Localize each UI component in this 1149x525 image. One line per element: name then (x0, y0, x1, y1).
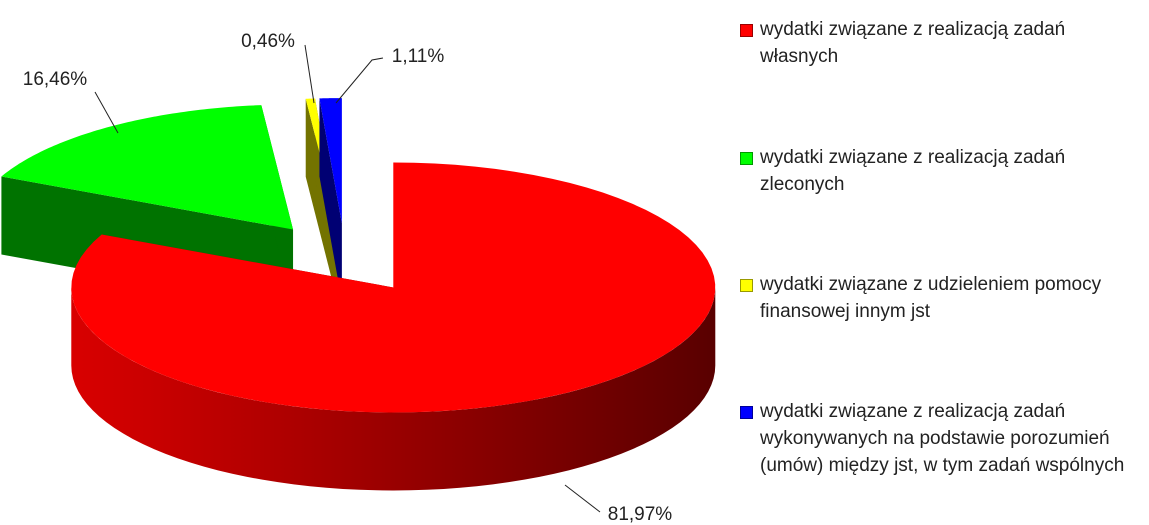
data-label: 16,46% (23, 69, 88, 90)
legend-item: wydatki związane z realizacją zadań włas… (740, 16, 1125, 70)
slice-top (71, 162, 716, 413)
slice-top (1, 105, 294, 230)
data-label: 81,97% (608, 504, 673, 525)
slice-wall (71, 287, 716, 491)
legend-item: wydatki związane z realizacją zadań zlec… (740, 144, 1125, 198)
legend-item: wydatki związane z udzieleniem pomocy fi… (740, 271, 1125, 325)
legend-item: wydatki związane z realizacją zadań wyko… (740, 398, 1125, 479)
slice-top (319, 98, 342, 224)
legend-label: wydatki związane z realizacją zadań wyko… (760, 401, 1125, 476)
leader-line (335, 57, 384, 104)
legend-swatch (740, 406, 753, 419)
legend-label: wydatki związane z udzieleniem pomocy fi… (760, 274, 1102, 322)
data-label: 1,11% (392, 46, 445, 67)
legend-swatch (740, 24, 753, 37)
legend-label: wydatki związane z realizacją zadań włas… (760, 19, 1066, 67)
leader-line (94, 91, 119, 134)
legend-label: wydatki związane z realizacją zadań zlec… (760, 147, 1066, 195)
legend-swatch (740, 152, 753, 165)
leader-line (304, 44, 315, 104)
legend-swatch (740, 279, 753, 292)
slice (319, 98, 342, 302)
data-label: 0,46% (241, 31, 295, 52)
slice (71, 162, 716, 491)
leader-line (564, 484, 601, 513)
slice-side (319, 98, 342, 302)
